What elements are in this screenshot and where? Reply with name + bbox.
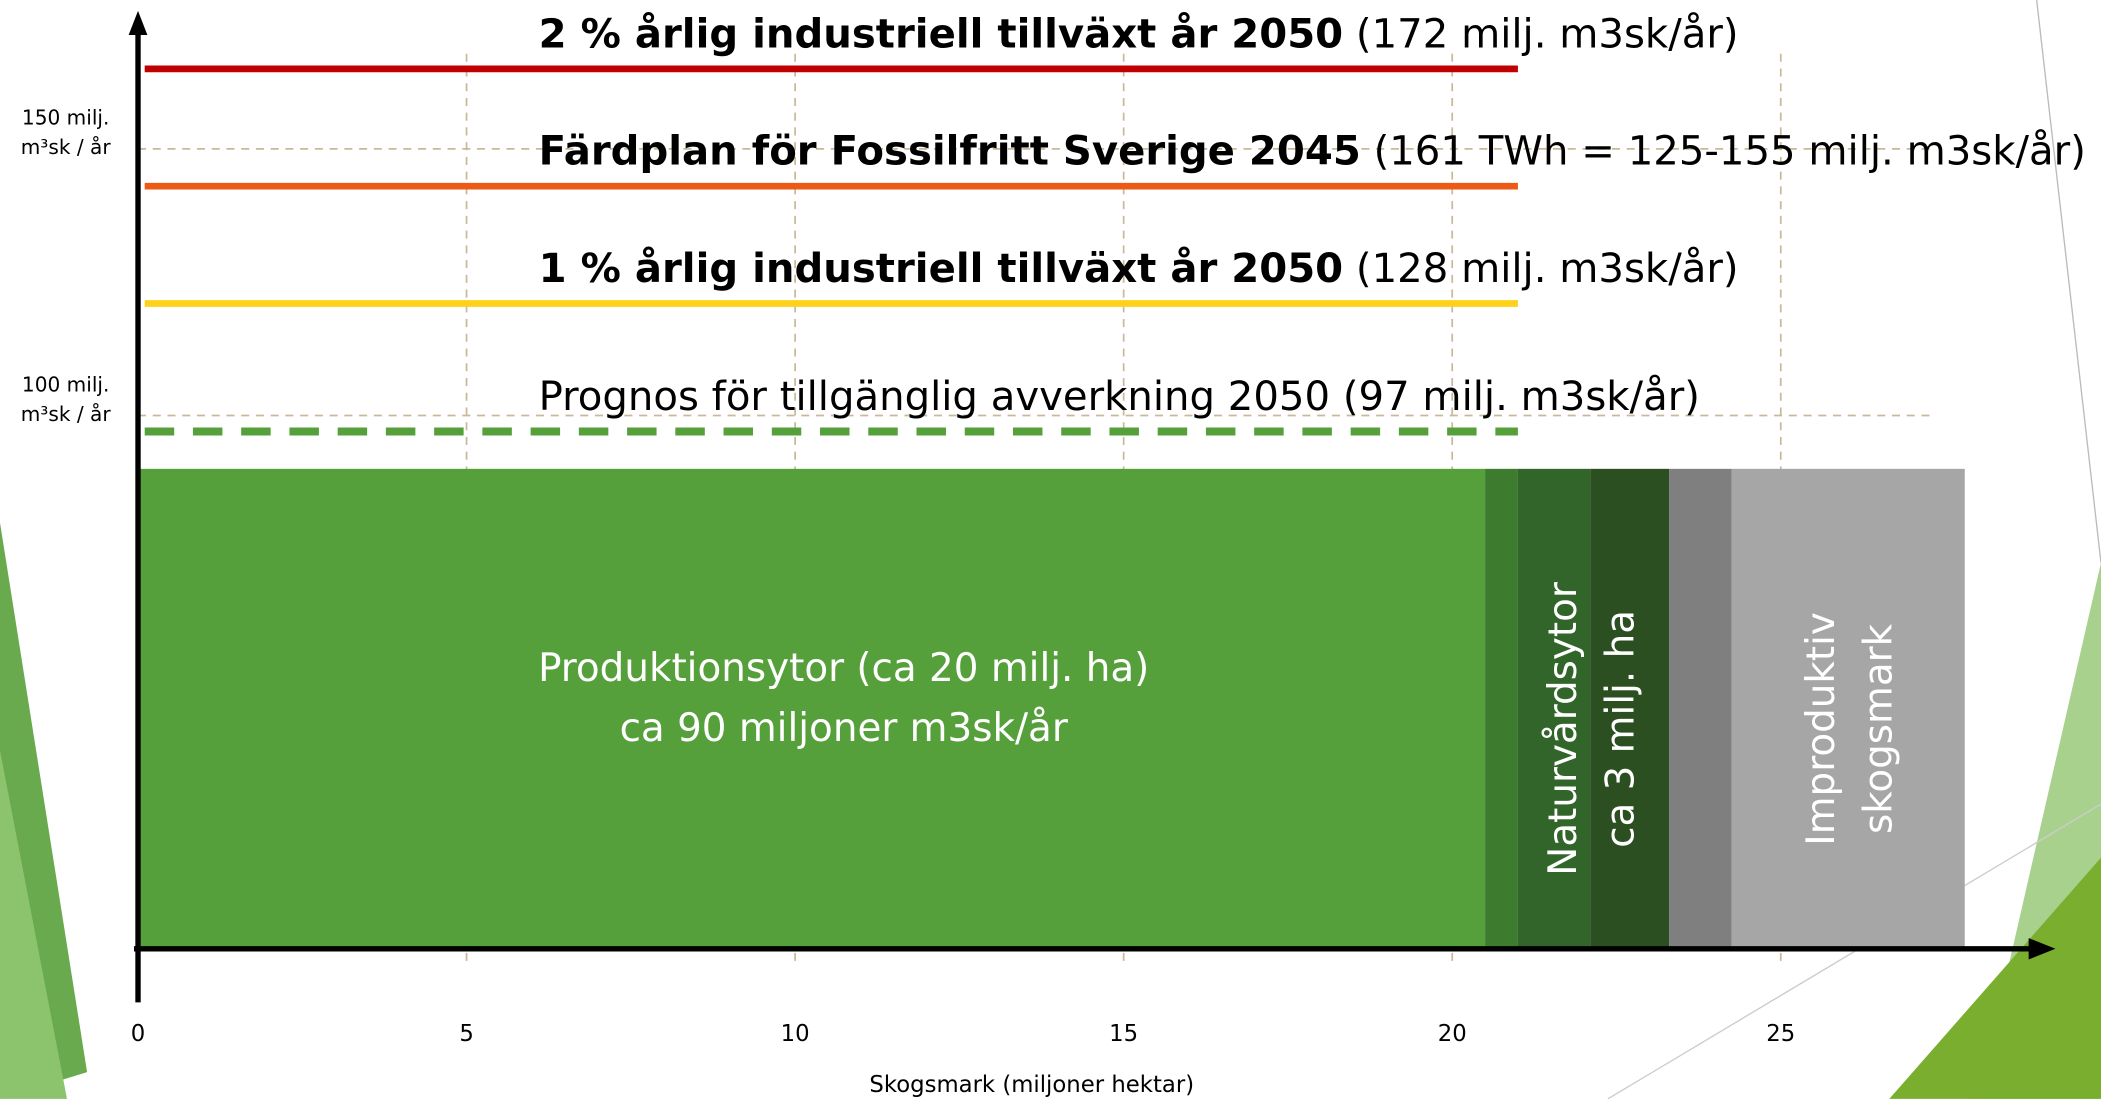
y-axis-arrow bbox=[128, 10, 148, 35]
line-label-detail: (161 TWh = 125-155 milj. m3sk/år) bbox=[1374, 129, 2086, 175]
block-label: ca 3 milj. ha bbox=[1599, 610, 1644, 848]
x-tick-label: 25 bbox=[1766, 1021, 1795, 1047]
line-label-bold: 2 % årlig industriell tillväxt år 2050 bbox=[539, 10, 1344, 57]
line-label-bold: 1 % årlig industriell tillväxt år 2050 bbox=[539, 245, 1344, 292]
line-label: 1 % årlig industriell tillväxt år 2050 (… bbox=[539, 245, 1739, 292]
block-label: ca 90 miljoner m3sk/år bbox=[620, 706, 1068, 751]
line-label-bold: Färdplan för Fossilfritt Sverige 2045 bbox=[539, 129, 1361, 175]
block bbox=[1485, 468, 1518, 949]
block bbox=[1517, 468, 1591, 949]
block bbox=[138, 468, 1486, 949]
block bbox=[1590, 468, 1670, 949]
block-label: Produktionsytor (ca 20 milj. ha) bbox=[538, 646, 1149, 691]
y-tick-label: 150 milj. m³sk / år bbox=[20, 105, 111, 160]
block-label: Naturvårdsytor bbox=[1541, 582, 1586, 876]
line-label: 2 % årlig industriell tillväxt år 2050 (… bbox=[539, 10, 1739, 57]
x-tick-label: 10 bbox=[781, 1021, 810, 1047]
y-tick-label: 100 milj. m³sk / år bbox=[20, 372, 111, 427]
x-tick-label: 15 bbox=[1109, 1021, 1138, 1047]
line-label-detail: (172 milj. m3sk/år) bbox=[1356, 11, 1739, 57]
line-label-detail: Prognos för tillgänglig avverkning 2050 … bbox=[539, 374, 1700, 420]
block-label: Improduktiv bbox=[1799, 612, 1844, 846]
x-axis-label: Skogsmark (miljoner hektar) bbox=[869, 1072, 1194, 1098]
line-label: Färdplan för Fossilfritt Sverige 2045 (1… bbox=[539, 129, 2086, 175]
x-tick-label: 5 bbox=[459, 1021, 473, 1047]
x-tick-label: 20 bbox=[1438, 1021, 1467, 1047]
block-label: skogsmark bbox=[1857, 623, 1902, 834]
decor-line bbox=[2036, 0, 2101, 563]
block bbox=[1669, 468, 1732, 949]
y-tick-label-box: 100 milj. m³sk / år bbox=[20, 372, 111, 427]
x-tick-label: 0 bbox=[131, 1021, 145, 1047]
line-label-detail: (128 milj. m3sk/år) bbox=[1356, 246, 1739, 292]
y-tick-label-box: 150 milj. m³sk / år bbox=[20, 105, 111, 160]
x-axis-arrow bbox=[2028, 938, 2056, 960]
axes bbox=[128, 10, 2056, 1003]
decor-left-2 bbox=[0, 750, 67, 1099]
marks bbox=[138, 65, 1965, 949]
line-label: Prognos för tillgänglig avverkning 2050 … bbox=[539, 374, 1700, 420]
block bbox=[1731, 468, 1965, 949]
